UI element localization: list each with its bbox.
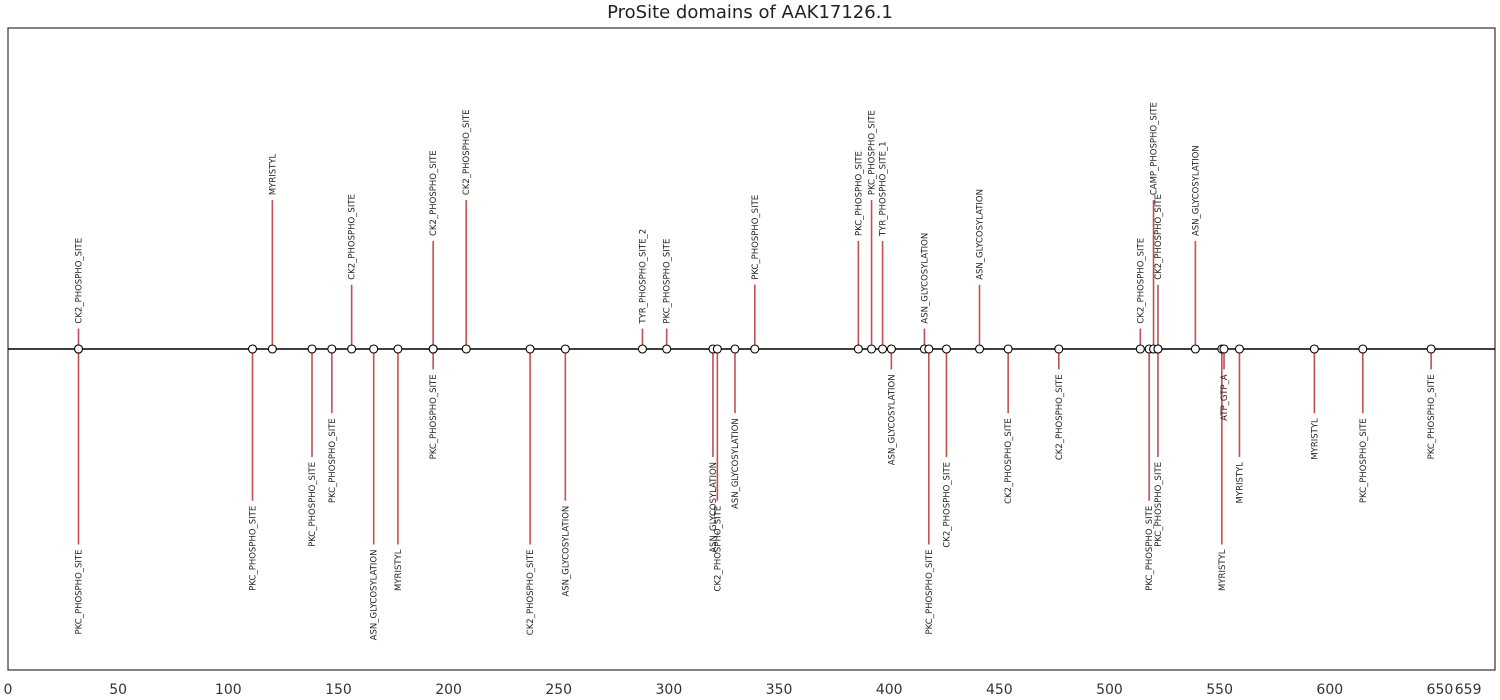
x-tick-label: 500 <box>1096 682 1123 698</box>
site-label: PKC_PHOSPHO_SITE <box>1154 462 1164 547</box>
site-label: MYRISTYL <box>268 153 278 195</box>
site-label: CK2_PHOSPHO_SITE <box>1154 194 1164 280</box>
site-marker <box>1190 344 1200 354</box>
site-label: CK2_PHOSPHO_SITE <box>526 550 536 636</box>
site-label: PKC_PHOSPHO_SITE <box>854 151 864 236</box>
x-tick-label: 0 <box>4 682 13 698</box>
site-label: PKC_PHOSPHO_SITE <box>1359 418 1369 503</box>
site-label: CK2_PHOSPHO_SITE <box>74 238 84 324</box>
site-marker <box>662 344 672 354</box>
site-marker <box>730 344 740 354</box>
site-label: CK2_PHOSPHO_SITE <box>1055 374 1065 460</box>
site-marker <box>924 344 934 354</box>
x-axis-ticks: 0 50 100 150 200 250 300 350 400 450 500 550 600 650 6… <box>4 682 1482 698</box>
site-marker <box>974 344 985 354</box>
site-label: ASN_GLYCOSYLATION <box>561 506 571 597</box>
site-marker <box>247 344 258 354</box>
x-tick-label: 400 <box>876 682 903 698</box>
site-marker <box>1309 344 1319 354</box>
x-tick-label: 50 <box>109 682 127 698</box>
site-marker <box>347 344 357 354</box>
site-marker <box>886 344 896 354</box>
site-label: PKC_PHOSPHO_SITE <box>868 110 878 195</box>
site-marker <box>878 344 888 354</box>
site-marker <box>461 344 471 354</box>
site-label: MYRISTYL <box>1218 549 1228 591</box>
site-label: PKC_PHOSPHO_SITE <box>1145 506 1155 591</box>
site-label: CK2_PHOSPHO_SITE <box>462 109 472 195</box>
site-marker <box>1054 344 1064 354</box>
x-tick-label: 650 <box>1427 682 1454 698</box>
x-tick-label: 200 <box>435 682 462 698</box>
site-label: CK2_PHOSPHO_SITE <box>1136 238 1146 324</box>
site-label: PKC_PHOSPHO_SITE <box>663 239 673 324</box>
site-label: ASN_GLYCOSYLATION <box>976 189 986 280</box>
site-marker <box>1219 344 1229 354</box>
site-marker <box>1135 344 1145 354</box>
site-label: PKC_PHOSPHO_SITE <box>429 374 439 459</box>
x-tick-label: 450 <box>986 682 1013 698</box>
site-marker <box>867 344 877 354</box>
site-label: MYRISTYL <box>394 549 404 591</box>
site-marker <box>941 344 952 354</box>
site-stems <box>77 200 1432 545</box>
site-marker <box>853 344 863 354</box>
site-labels: CK2_PHOSPHO_SITEPKC_PHOSPHO_SITEPKC_PHOS… <box>74 102 1437 640</box>
site-label: PKC_PHOSPHO_SITE <box>1427 374 1437 459</box>
site-marker <box>267 344 277 354</box>
site-label: PKC_PHOSPHO_SITE <box>751 195 761 280</box>
site-marker <box>712 344 722 354</box>
site-label: ASN_GLYCOSYLATION <box>731 418 741 509</box>
chart-title: ProSite domains of AAK17126.1 <box>607 2 893 23</box>
site-marker <box>1426 344 1436 354</box>
site-label: ASN_GLYCOSYLATION <box>370 550 380 641</box>
x-tick-label: 100 <box>215 682 242 698</box>
site-marker <box>327 344 337 354</box>
site-label: CK2_PHOSPHO_SITE <box>713 506 723 592</box>
site-marker <box>393 344 403 354</box>
site-label: ASN_GLYCOSYLATION <box>1191 145 1201 236</box>
site-label: PKC_PHOSPHO_SITE <box>74 550 84 635</box>
site-label: PKC_PHOSPHO_SITE <box>328 418 338 503</box>
site-label: ATP_GTP_A <box>1220 374 1230 421</box>
x-tick-label: 350 <box>766 682 793 698</box>
site-marker <box>560 344 570 354</box>
site-label: CK2_PHOSPHO_SITE <box>348 194 358 280</box>
site-label: MYRISTYL <box>1310 418 1320 460</box>
site-label: CK2_PHOSPHO_SITE <box>429 150 439 236</box>
site-label: CK2_PHOSPHO_SITE <box>1004 418 1014 504</box>
site-label: PKC_PHOSPHO_SITE <box>308 462 318 547</box>
site-label: TYR_PHOSPHO_SITE_2 <box>638 229 648 325</box>
site-label: CAMP_PHOSPHO_SITE <box>1150 102 1160 195</box>
site-marker <box>525 344 535 354</box>
site-marker <box>1153 344 1163 354</box>
x-tick-label: 550 <box>1206 682 1233 698</box>
site-marker <box>369 344 379 354</box>
site-marker <box>307 344 317 354</box>
site-label: ASN_GLYCOSYLATION <box>920 233 930 324</box>
site-label: TYR_PHOSPHO_SITE_1 <box>879 141 889 237</box>
x-tick-label: 600 <box>1316 682 1343 698</box>
x-tick-label: 659 <box>1455 682 1482 698</box>
site-markers <box>73 344 1436 354</box>
x-tick-label: 150 <box>325 682 352 698</box>
site-marker <box>637 344 648 354</box>
site-marker <box>428 344 438 354</box>
site-label: PKC_PHOSPHO_SITE <box>249 506 259 591</box>
site-label: CK2_PHOSPHO_SITE <box>942 462 952 548</box>
site-label: ASN_GLYCOSYLATION <box>709 462 719 553</box>
site-label: MYRISTYL <box>1235 462 1245 504</box>
site-marker <box>1003 344 1013 354</box>
site-label: ASN_GLYCOSYLATION <box>887 374 897 465</box>
x-tick-label: 250 <box>545 682 572 698</box>
site-marker <box>1358 344 1368 354</box>
x-tick-label: 300 <box>656 682 683 698</box>
site-label: PKC_PHOSPHO_SITE <box>925 550 935 635</box>
site-marker <box>73 344 84 354</box>
site-marker <box>1234 344 1245 354</box>
site-marker <box>750 344 760 354</box>
